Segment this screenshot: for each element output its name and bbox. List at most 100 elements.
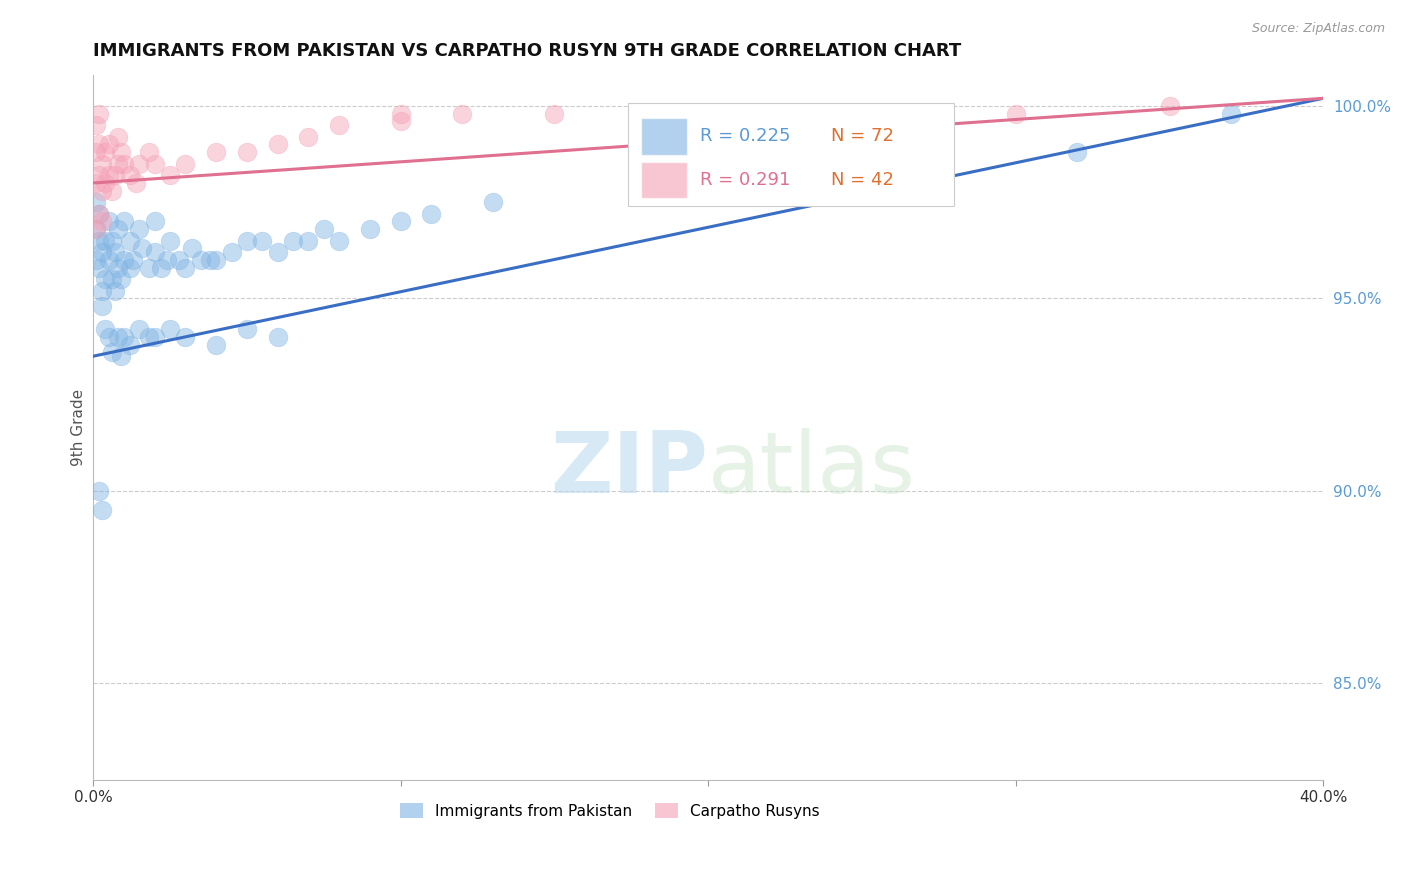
Point <box>851 106 873 120</box>
Point <box>97 169 120 183</box>
Point <box>110 145 132 160</box>
Point <box>91 299 114 313</box>
Point <box>84 222 107 236</box>
Point <box>143 330 166 344</box>
Point <box>159 169 181 183</box>
Point <box>198 252 221 267</box>
Point <box>328 118 350 132</box>
FancyBboxPatch shape <box>628 103 955 205</box>
Text: N = 72: N = 72 <box>831 127 894 145</box>
Point <box>138 330 160 344</box>
Point <box>174 157 197 171</box>
Point <box>1159 99 1181 113</box>
Point <box>131 241 153 255</box>
Point <box>120 337 142 351</box>
Point <box>100 272 122 286</box>
Point <box>100 345 122 359</box>
Point <box>89 169 111 183</box>
Point <box>389 114 412 128</box>
Point <box>159 322 181 336</box>
Point <box>84 222 107 236</box>
FancyBboxPatch shape <box>641 118 688 155</box>
Point <box>122 252 145 267</box>
Point <box>84 118 107 132</box>
Point <box>120 169 142 183</box>
Text: IMMIGRANTS FROM PAKISTAN VS CARPATHO RUSYN 9TH GRADE CORRELATION CHART: IMMIGRANTS FROM PAKISTAN VS CARPATHO RUS… <box>93 42 962 60</box>
Point <box>180 241 202 255</box>
Point <box>851 176 873 190</box>
Legend: Immigrants from Pakistan, Carpatho Rusyns: Immigrants from Pakistan, Carpatho Rusyn… <box>394 797 825 825</box>
Point <box>697 106 720 120</box>
Point <box>312 222 335 236</box>
Point <box>174 260 197 275</box>
Point <box>159 234 181 248</box>
Point <box>107 330 129 344</box>
Point <box>389 214 412 228</box>
Point <box>267 245 290 260</box>
Point <box>205 145 228 160</box>
Point <box>359 222 381 236</box>
Point <box>112 157 135 171</box>
Point <box>84 252 107 267</box>
Point <box>420 207 443 221</box>
Point <box>89 483 111 498</box>
Point <box>138 260 160 275</box>
Point <box>221 245 243 260</box>
Point <box>205 252 228 267</box>
Point <box>636 106 658 120</box>
Point <box>104 284 127 298</box>
Point <box>112 214 135 228</box>
Text: ZIP: ZIP <box>551 428 709 511</box>
Point <box>174 330 197 344</box>
Point <box>543 106 565 120</box>
Point <box>91 284 114 298</box>
Point <box>97 330 120 344</box>
Point <box>120 234 142 248</box>
Text: Source: ZipAtlas.com: Source: ZipAtlas.com <box>1251 22 1385 36</box>
Point <box>389 106 412 120</box>
Point <box>84 176 107 190</box>
Point <box>94 272 117 286</box>
FancyBboxPatch shape <box>641 161 688 199</box>
Point <box>128 157 150 171</box>
Point <box>138 145 160 160</box>
Point <box>156 252 179 267</box>
Text: N = 42: N = 42 <box>831 171 894 189</box>
Point <box>97 137 120 152</box>
Point <box>91 184 114 198</box>
Point <box>100 184 122 198</box>
Point <box>104 245 127 260</box>
Point <box>169 252 191 267</box>
Point <box>128 222 150 236</box>
Point <box>107 157 129 171</box>
Point <box>112 330 135 344</box>
Point <box>84 195 107 210</box>
Point <box>110 349 132 363</box>
Point <box>84 145 107 160</box>
Point <box>1004 106 1026 120</box>
Point <box>94 145 117 160</box>
Point <box>190 252 212 267</box>
Point <box>91 214 114 228</box>
Point <box>297 234 319 248</box>
Point <box>89 234 111 248</box>
Point <box>328 234 350 248</box>
Point <box>281 234 304 248</box>
Point <box>143 214 166 228</box>
Point <box>89 207 111 221</box>
Point <box>91 245 114 260</box>
Point <box>89 260 111 275</box>
Point <box>94 176 117 190</box>
Point <box>125 176 148 190</box>
Point <box>91 157 114 171</box>
Point <box>89 207 111 221</box>
Point <box>252 234 274 248</box>
Point <box>267 330 290 344</box>
Point <box>697 184 720 198</box>
Point <box>91 503 114 517</box>
Point <box>451 106 474 120</box>
Point <box>236 145 259 160</box>
Point <box>143 245 166 260</box>
Y-axis label: 9th Grade: 9th Grade <box>72 389 86 466</box>
Point <box>89 137 111 152</box>
